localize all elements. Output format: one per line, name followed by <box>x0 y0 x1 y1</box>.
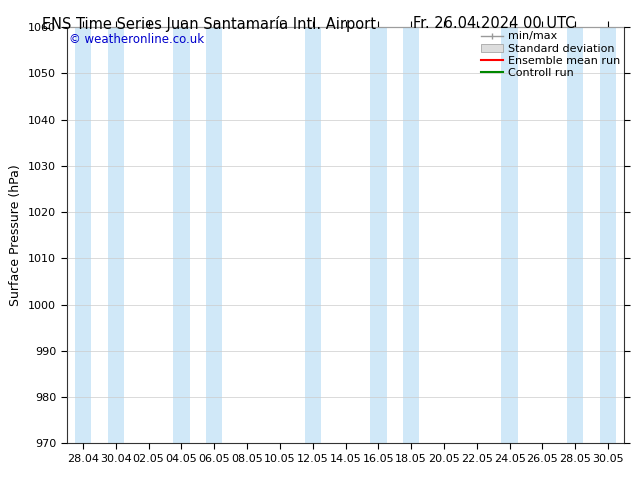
Bar <box>370 27 387 443</box>
Bar <box>501 27 518 443</box>
Text: © weatheronline.co.uk: © weatheronline.co.uk <box>69 33 205 46</box>
Bar <box>403 27 419 443</box>
Bar <box>173 27 190 443</box>
Text: ENS Time Series Juan Santamaría Intl. Airport: ENS Time Series Juan Santamaría Intl. Ai… <box>42 16 376 32</box>
Bar <box>304 27 321 443</box>
Bar <box>567 27 583 443</box>
Bar <box>600 27 616 443</box>
Text: Fr. 26.04.2024 00 UTC: Fr. 26.04.2024 00 UTC <box>413 16 576 31</box>
Legend: min/max, Standard deviation, Ensemble mean run, Controll run: min/max, Standard deviation, Ensemble me… <box>479 29 622 80</box>
Bar <box>206 27 223 443</box>
Y-axis label: Surface Pressure (hPa): Surface Pressure (hPa) <box>10 164 22 306</box>
Bar <box>108 27 124 443</box>
Bar <box>75 27 91 443</box>
